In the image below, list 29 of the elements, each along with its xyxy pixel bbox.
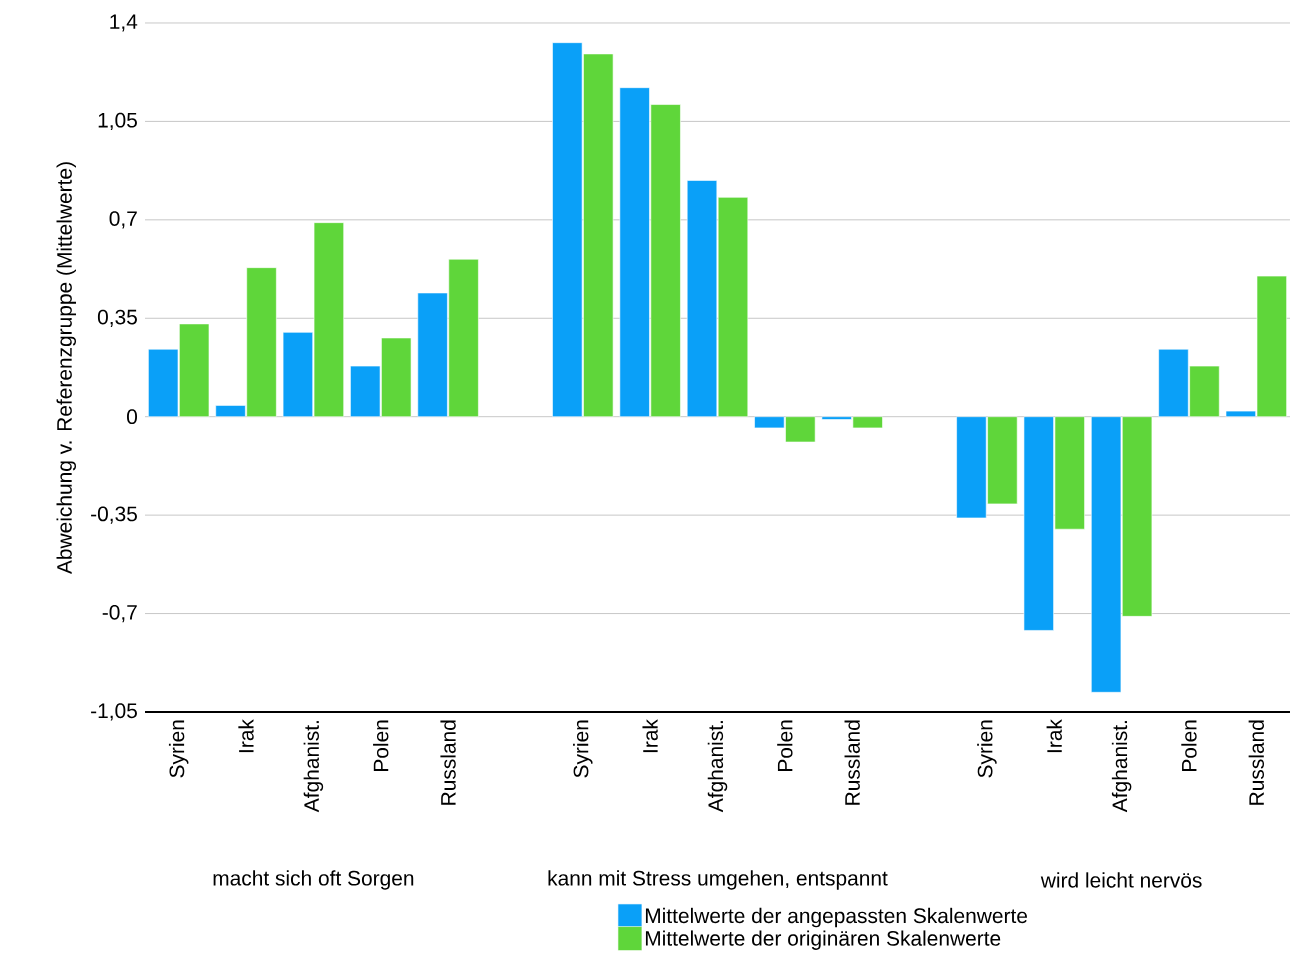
legend-label: Mittelwerte der angepassten Skalenwerte [645, 907, 1028, 928]
x-tick-label: Afghanist. [707, 721, 728, 813]
y-axis-title: Abweichung v. Referenzgruppe (Mittelwerte) [56, 162, 77, 575]
x-tick-label: Polen [1181, 720, 1197, 771]
x-tick-label: Afghanist. [1111, 721, 1132, 813]
y-tick-label: 0 [127, 409, 138, 425]
y-tick-label: -0,7 [102, 604, 137, 623]
text: wird leicht nervös [1040, 872, 1202, 888]
text: kann mit Stress umgehen, entspannt [548, 870, 888, 890]
y-tick-label: 0,7 [109, 211, 137, 229]
x-tick-label: Afghanist. [303, 721, 324, 813]
y-tick-label: -0,35 [91, 506, 137, 524]
x-tick-label: Polen [373, 720, 389, 771]
x-tick-label: Polen [777, 720, 793, 771]
x-tick-label: Russland [844, 720, 860, 805]
text: macht sich oft Sorgen [213, 870, 414, 890]
y-tick-label: 1,05 [98, 112, 137, 131]
x-tick-label: Russland [1248, 720, 1264, 805]
y-tick-label: 0,35 [97, 309, 137, 327]
y-tick-label: -1,05 [91, 703, 137, 721]
x-tick-label: Irak [238, 719, 254, 753]
x-tick-label: Syrien [168, 720, 189, 778]
x-tick-label: Russland [440, 720, 456, 805]
x-tick-label: Syrien [573, 720, 593, 778]
y-tick-label: 1,4 [110, 14, 138, 32]
x-tick-label: Irak [642, 719, 658, 753]
x-tick-label: Syrien [977, 720, 997, 778]
x-tick-label: Irak [1046, 719, 1062, 753]
legend-label: Mittelwerte der originären Skalenwerte [645, 930, 1001, 950]
